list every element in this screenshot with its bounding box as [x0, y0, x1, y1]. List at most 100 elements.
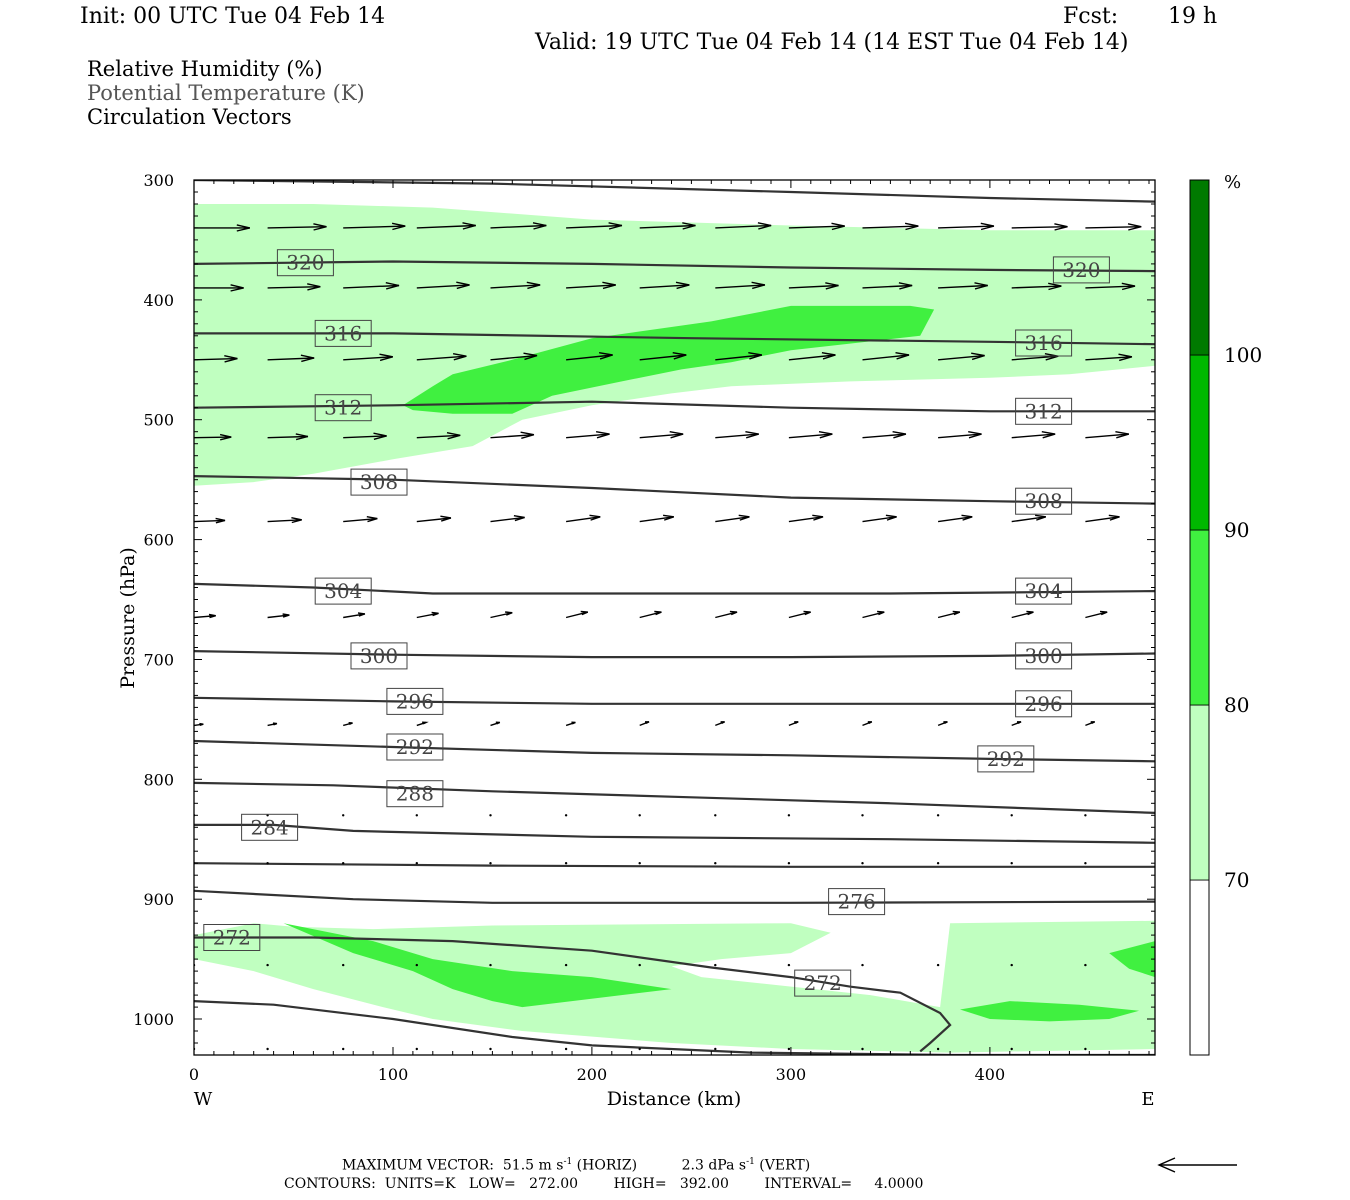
circulation-vector [194, 613, 216, 619]
circulation-vector [415, 1047, 418, 1051]
theta-contour-320 [194, 260, 1155, 273]
circulation-vector [788, 222, 845, 231]
svg-text:296: 296 [396, 689, 434, 713]
circulation-vector [936, 1047, 940, 1051]
theta-label-304-0: 304 [314, 577, 372, 605]
circulation-vector [861, 814, 864, 817]
theta-label-292-1: 292 [977, 745, 1035, 773]
circulation-vector [788, 514, 824, 523]
circulation-vector [787, 1047, 791, 1051]
circulation-vector [194, 517, 226, 524]
circulation-vector [489, 814, 492, 817]
theta-contour-284 [194, 823, 1155, 844]
circulation-vector [267, 433, 309, 441]
circulation-vector [936, 963, 940, 967]
x-tick-label: 300 [776, 1065, 807, 1084]
circulation-vector [937, 610, 961, 619]
theta-contour-292 [194, 739, 1155, 763]
x-tick-label: 200 [577, 1065, 608, 1084]
colorbar-segment [1189, 529, 1210, 706]
x-axis-label: Distance (km) [607, 1088, 742, 1110]
circulation-vector [416, 432, 461, 440]
west-label: W [194, 1089, 213, 1110]
circulation-vector [862, 352, 910, 361]
circulation-vector [266, 862, 269, 865]
reference-vector-arrow-icon [1157, 1157, 1237, 1173]
circulation-vector [415, 963, 418, 967]
y-tick-label: 500 [143, 411, 174, 430]
circulation-vector [1084, 1047, 1087, 1051]
theta-contour-304 [194, 582, 1155, 595]
circulation-vector [564, 963, 568, 967]
circulation-vector [416, 281, 470, 290]
circulation-vector [342, 814, 345, 817]
svg-text:292: 292 [987, 747, 1025, 771]
circulation-vector [1011, 514, 1047, 523]
circulation-vector [416, 611, 439, 619]
circulation-vector [639, 352, 687, 361]
circulation-vector [938, 282, 988, 290]
circulation-vector [489, 1047, 492, 1051]
colorbar-segment [1189, 179, 1210, 356]
y-tick-label: 1000 [133, 1010, 174, 1029]
svg-text:276: 276 [838, 890, 876, 914]
svg-text:316: 316 [1025, 331, 1063, 355]
circulation-vector [564, 1047, 568, 1051]
circulation-vector [1084, 862, 1087, 865]
circulation-vector [490, 721, 501, 727]
svg-text:296: 296 [1025, 692, 1063, 716]
theta-label-320-1: 320 [1052, 256, 1110, 284]
colorbar-segment [1189, 354, 1210, 531]
svg-text:272: 272 [804, 971, 842, 995]
svg-text:288: 288 [396, 782, 434, 806]
y-axis-label: Pressure (hPa) [117, 547, 139, 689]
circulation-vector [787, 814, 791, 817]
horizontal-unit: (HORIZ) [576, 1157, 638, 1174]
theta-label-296-1: 296 [1015, 690, 1073, 718]
circulation-vector [416, 222, 476, 230]
circulation-vector [565, 610, 589, 619]
circulation-vector [489, 862, 492, 865]
theta-contour-312 [194, 400, 1155, 413]
colorbar-level-label: 90 [1224, 518, 1249, 542]
theta-label-300-0: 300 [350, 642, 408, 670]
max-vector-label: MAXIMUM VECTOR: [342, 1157, 494, 1174]
vertical-unit: (VERT) [759, 1157, 811, 1174]
svg-text:284: 284 [251, 815, 289, 839]
circulation-vector [194, 722, 204, 727]
svg-text:316: 316 [324, 321, 362, 345]
theta-label-304-1: 304 [1015, 577, 1073, 605]
circulation-vector [267, 613, 290, 619]
theta-label-276-0: 276 [828, 888, 886, 916]
colorbar-level-label: 80 [1224, 693, 1249, 717]
colorbar-level-label: 70 [1224, 868, 1249, 892]
rh-region-80-4 [960, 1001, 1140, 1022]
theta-label-320-0: 320 [276, 249, 334, 277]
theta-label-312-0: 312 [314, 394, 372, 422]
circulation-vector [564, 862, 568, 865]
circulation-vector [862, 282, 913, 290]
circulation-vector [715, 431, 759, 439]
rh-region-80-1 [402, 305, 935, 414]
circulation-vector [639, 281, 690, 290]
circulation-vector [566, 431, 610, 439]
circulation-vector [415, 814, 418, 817]
circulation-vector [715, 222, 772, 230]
circulation-vector [862, 721, 873, 727]
circulation-vector [1010, 1047, 1013, 1051]
y-tick-label: 600 [143, 531, 174, 550]
y-tick-label: 300 [143, 171, 174, 190]
y-tick-label: 700 [143, 651, 174, 670]
svg-text:292: 292 [396, 735, 434, 759]
circulation-vector [1011, 610, 1034, 619]
rh-region-80-5 [1109, 941, 1155, 978]
circulation-vector [938, 352, 985, 361]
theta-contour-276 [194, 889, 1155, 904]
theta-contour-280 [194, 862, 1155, 868]
theta-label-300-1: 300 [1015, 642, 1073, 670]
contour-info: CONTOURS: UNITS=K LOW= 272.00 HIGH= 392.… [284, 1176, 924, 1192]
circulation-vector [714, 814, 717, 817]
theta-contour-288 [194, 781, 1155, 814]
circulation-vector [416, 353, 467, 361]
circulation-vector [936, 814, 940, 817]
